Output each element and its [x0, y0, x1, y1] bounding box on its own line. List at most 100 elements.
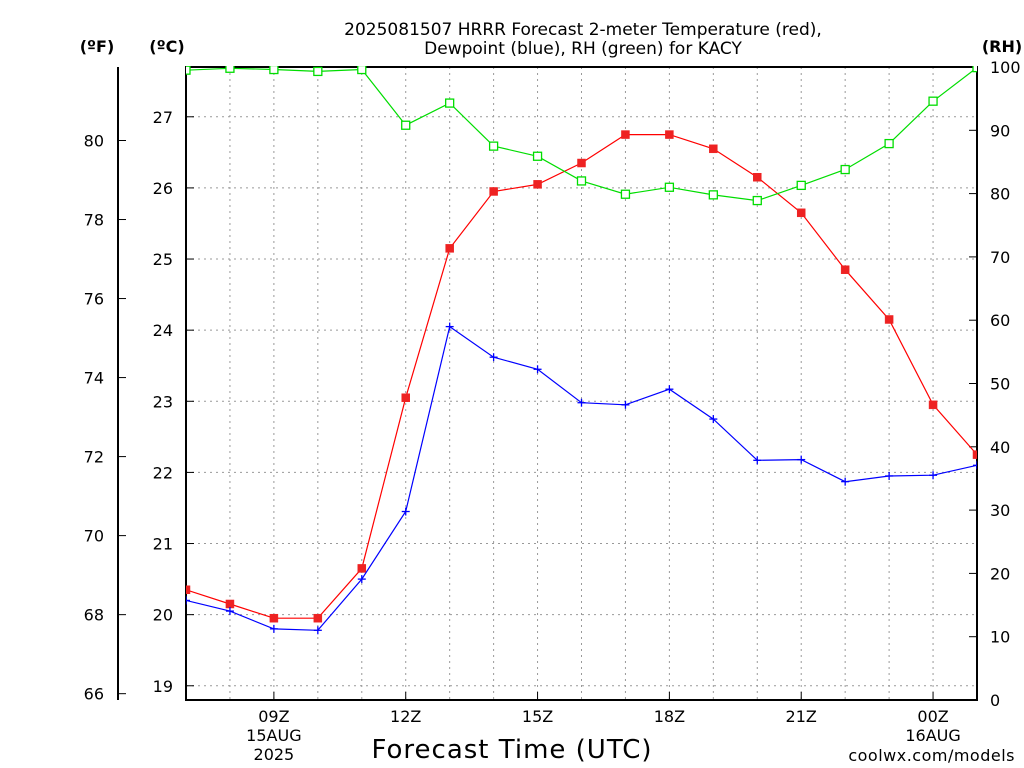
temperature-point	[753, 172, 762, 182]
temperature-point	[884, 315, 894, 324]
temperature-point	[796, 208, 806, 218]
fahrenheit-unit-label: (ºF)	[80, 37, 115, 56]
rh-unit-label: (RH)	[982, 37, 1022, 56]
rh-tick-label: 90	[990, 121, 1010, 140]
chart-title-line1: 2025081507 HRRR Forecast 2-meter Tempera…	[344, 20, 822, 40]
temperature-point	[445, 244, 454, 253]
dewpoint-point	[577, 398, 586, 407]
rh-point	[532, 151, 543, 161]
rh-point	[664, 182, 675, 192]
temperature-point	[621, 130, 630, 139]
rh-point	[445, 98, 455, 108]
temperature-point	[840, 265, 850, 274]
fahrenheit-tick-label: 66	[84, 685, 104, 704]
dewpoint-point	[489, 353, 498, 362]
rh-point	[840, 164, 850, 175]
temperature-point	[186, 585, 191, 595]
x-axis-title: Forecast Time (UTC)	[371, 735, 652, 765]
series-dewpoint	[186, 322, 977, 635]
temperature-point	[577, 158, 586, 168]
time-tick-label: 18Z	[654, 707, 685, 726]
time-tick-label: 09Z	[258, 707, 289, 726]
fahrenheit-tick-label: 70	[84, 527, 104, 546]
rh-point	[186, 66, 191, 75]
rh-point	[972, 66, 977, 73]
dewpoint-point	[885, 471, 894, 480]
fahrenheit-tick-label: 78	[84, 211, 104, 230]
temperature-point	[489, 187, 498, 196]
rh-tick-label: 30	[990, 501, 1010, 520]
time-tick-label: 12Z	[390, 707, 421, 726]
celsius-tick-label: 19	[153, 677, 173, 696]
dewpoint-point	[269, 624, 278, 633]
date-tick-label: 15AUG	[246, 726, 301, 745]
dewpoint-point	[973, 461, 977, 470]
rh-tick-label: 60	[990, 311, 1010, 330]
celsius-tick-label: 21	[153, 535, 173, 554]
dewpoint-point	[225, 607, 234, 616]
time-tick-label: 15Z	[522, 707, 553, 726]
celsius-tick-label: 27	[153, 108, 173, 127]
chart-title-line2: Dewpoint (blue), RH (green) for KACY	[424, 39, 742, 59]
rh-tick-label: 10	[990, 628, 1010, 647]
series-layer	[186, 66, 977, 635]
dewpoint-point	[665, 385, 674, 394]
dewpoint-point	[753, 456, 762, 465]
dewpoint-point	[621, 400, 630, 409]
time-tick-label: 00Z	[917, 707, 948, 726]
rh-point	[269, 66, 279, 75]
series-temperature	[186, 130, 977, 623]
time-tick-label: 21Z	[786, 707, 817, 726]
rh-point	[620, 189, 631, 199]
rh-point	[488, 141, 499, 151]
fahrenheit-tick-label: 72	[84, 448, 104, 467]
rh-point	[928, 96, 938, 106]
celsius-tick-label: 24	[153, 321, 173, 340]
rh-tick-label: 50	[990, 375, 1010, 394]
temperature-point	[225, 599, 235, 609]
temperature-point	[401, 393, 410, 402]
dewpoint-point	[841, 477, 850, 486]
rh-point	[357, 66, 367, 75]
dewpoint-point	[533, 365, 542, 374]
watermark: coolwx.com/models	[848, 746, 1015, 765]
dewpoint-point	[313, 626, 322, 635]
rh-point	[576, 176, 587, 186]
rh-tick-label: 0	[990, 691, 1000, 710]
date-tick-label: 16AUG	[905, 726, 960, 745]
rh-point	[225, 66, 235, 73]
temperature-point	[665, 130, 674, 139]
temperature-point	[313, 613, 323, 623]
fahrenheit-tick-label: 80	[84, 131, 104, 150]
celsius-tick-label: 20	[153, 606, 173, 625]
temperature-point	[269, 613, 279, 623]
series-rh	[186, 66, 977, 206]
celsius-tick-label: 26	[153, 179, 173, 198]
celsius-unit-label: (ºC)	[149, 37, 184, 56]
fahrenheit-tick-label: 68	[84, 606, 104, 625]
dewpoint-point	[709, 415, 718, 424]
dewpoint-point	[797, 455, 806, 464]
rh-point	[884, 138, 894, 149]
rh-point	[708, 190, 718, 200]
celsius-tick-label: 25	[153, 250, 173, 269]
rh-point	[796, 180, 806, 191]
celsius-tick-label: 23	[153, 392, 173, 411]
dewpoint-point	[929, 471, 938, 480]
rh-tick-label: 100	[990, 58, 1021, 77]
fahrenheit-tick-label: 76	[84, 290, 104, 309]
rh-point	[752, 195, 762, 206]
temperature-line	[186, 134, 977, 619]
dewpoint-point	[401, 507, 410, 516]
year-tick-label: 2025	[254, 745, 295, 764]
dewpoint-point	[357, 575, 366, 584]
temperature-point	[357, 564, 367, 573]
temperature-point	[533, 180, 542, 189]
rh-tick-label: 40	[990, 438, 1010, 457]
rh-point	[401, 120, 411, 130]
rh-tick-label: 70	[990, 248, 1010, 267]
temperature-point	[709, 144, 718, 154]
rh-point	[313, 66, 323, 77]
